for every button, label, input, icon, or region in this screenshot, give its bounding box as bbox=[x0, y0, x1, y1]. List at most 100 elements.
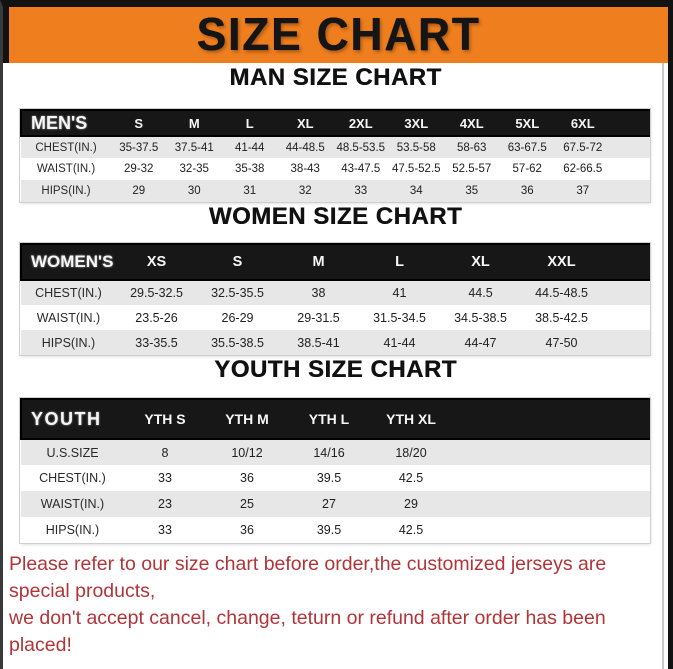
size-value: 31 bbox=[243, 185, 257, 197]
row-spacer bbox=[602, 330, 650, 355]
size-value: 35-38 bbox=[235, 163, 265, 175]
size-value: 33-35.5 bbox=[135, 335, 178, 350]
women-section-heading: WOMEN SIZE CHART bbox=[208, 203, 463, 230]
table-header-row: YOUTH YTH S YTH M YTH L YTH XL bbox=[20, 398, 650, 440]
row-spacer bbox=[452, 439, 650, 465]
youth-size-table: YOUTH YTH S YTH M YTH L YTH XL U.S.SIZE 8 10/12… bbox=[20, 398, 651, 543]
size-column-header: XL bbox=[277, 109, 333, 137]
size-value: 67.5-72 bbox=[563, 141, 603, 154]
youth-section-heading: YOUTH SIZE CHART bbox=[214, 356, 457, 383]
size-value: 42.5 bbox=[398, 471, 424, 485]
size-value: 29 bbox=[132, 185, 146, 197]
row-spacer bbox=[611, 136, 651, 158]
size-value: 44-48.5 bbox=[285, 141, 325, 154]
size-value: 39.5 bbox=[316, 471, 342, 485]
table-corner-label: MEN'S bbox=[20, 109, 111, 137]
table-corner-label: WOMEN'S bbox=[20, 243, 116, 281]
size-value: 23.5-26 bbox=[135, 310, 178, 325]
row-spacer bbox=[602, 280, 650, 305]
size-column-header: S bbox=[197, 243, 278, 281]
size-value: 26-29 bbox=[221, 310, 254, 325]
size-value: 41 bbox=[392, 286, 407, 300]
size-value: 14/16 bbox=[313, 445, 345, 460]
size-value: 29-31.5 bbox=[297, 310, 340, 325]
size-value: 35-37.5 bbox=[119, 141, 159, 154]
size-column-header: YTH M bbox=[206, 398, 288, 440]
size-value: 33 bbox=[354, 185, 368, 197]
size-value: 32.5-35.5 bbox=[211, 286, 264, 300]
row-label: CHEST(IN.) bbox=[35, 141, 97, 154]
size-value: 33 bbox=[158, 471, 172, 485]
size-value: 41-44 bbox=[235, 141, 265, 154]
table-row: WAIST(IN.) 23 25 27 29 bbox=[21, 491, 650, 517]
size-value: 34.5-38.5 bbox=[454, 310, 507, 325]
right-edge-line bbox=[662, 63, 664, 669]
size-column-header: YTH S bbox=[124, 398, 206, 440]
size-value: 25 bbox=[240, 497, 254, 511]
row-label: WAIST(IN.) bbox=[36, 163, 96, 175]
size-value: 63-67.5 bbox=[507, 141, 547, 154]
size-value: 38.5-42.5 bbox=[535, 310, 588, 325]
size-table: MEN'S S M L XL 2XL 3XL 4XL 5XL 6XL CHEST(IN.) 35-37… bbox=[20, 109, 650, 202]
women-size-table: WOMEN'S XS S M L XL XXL CHEST(IN.) 29.5-32.5 32.5… bbox=[20, 243, 651, 355]
table-row: CHEST(IN.) 35-37.5 37.5-41 41-44 44-48.5 48.5… bbox=[21, 136, 650, 158]
man-section-heading: MAN SIZE CHART bbox=[229, 64, 442, 91]
size-value: 37.5-41 bbox=[174, 141, 214, 154]
table-row: HIPS(IN.) 33 36 39.5 42.5 bbox=[21, 517, 650, 543]
table-row: WAIST(IN.) 23.5-26 26-29 29-31.5 31.5-34.5 34… bbox=[21, 305, 650, 330]
size-value: 47.5-52.5 bbox=[391, 163, 441, 175]
size-value: 36 bbox=[520, 185, 534, 197]
size-value: 29 bbox=[404, 497, 418, 511]
row-spacer bbox=[611, 180, 651, 202]
size-value: 48.5-53.5 bbox=[336, 141, 386, 154]
size-value: 29-32 bbox=[124, 163, 154, 175]
row-label: CHEST(IN.) bbox=[35, 286, 102, 300]
size-value: 32-35 bbox=[179, 163, 209, 175]
table-row: HIPS(IN.) 33-35.5 35.5-38.5 38.5-41 41-44 44-… bbox=[21, 330, 650, 355]
size-column-header: 6XL bbox=[555, 109, 611, 137]
order-notice-line-2: we don't accept cancel, change, teturn o… bbox=[9, 607, 606, 656]
table-row: HIPS(IN.) 29 30 31 32 33 34 35 36 37 bbox=[21, 180, 650, 202]
size-value: 8 bbox=[161, 445, 169, 460]
size-value: 34 bbox=[409, 185, 423, 197]
header-spacer bbox=[602, 243, 650, 281]
size-value: 30 bbox=[187, 185, 201, 197]
order-notice-line-1: Please refer to our size chart before or… bbox=[9, 553, 607, 602]
size-value: 57-62 bbox=[512, 163, 542, 175]
row-label: CHEST(IN.) bbox=[39, 471, 106, 485]
size-column-header: 5XL bbox=[499, 109, 555, 137]
size-value: 27 bbox=[322, 497, 336, 511]
size-column-header: YTH L bbox=[288, 398, 370, 440]
table-header-row: MEN'S S M L XL 2XL 3XL 4XL 5XL 6XL bbox=[20, 109, 650, 137]
row-label: U.S.SIZE bbox=[46, 445, 99, 460]
row-spacer bbox=[452, 465, 650, 491]
size-value: 18/20 bbox=[395, 445, 427, 460]
size-value: 36 bbox=[240, 471, 254, 485]
size-value: 29.5-32.5 bbox=[130, 286, 183, 300]
size-value: 32 bbox=[298, 185, 312, 197]
row-label: WAIST(IN.) bbox=[40, 497, 105, 511]
size-column-header: 2XL bbox=[333, 109, 389, 137]
size-value: 39.5 bbox=[316, 523, 342, 537]
table-corner-label: YOUTH bbox=[20, 398, 124, 440]
table-row: WAIST(IN.) 29-32 32-35 35-38 38-43 43-47.5 47.… bbox=[21, 158, 650, 180]
size-column-header: M bbox=[278, 243, 359, 281]
size-value: 58-63 bbox=[457, 141, 487, 154]
size-value: 38.5-41 bbox=[297, 335, 340, 350]
size-value: 44.5 bbox=[468, 286, 493, 300]
size-value: 41-44 bbox=[383, 335, 416, 350]
size-value: 36 bbox=[240, 523, 254, 537]
size-table: WOMEN'S XS S M L XL XXL CHEST(IN.) 29.5-32.5 32.5… bbox=[20, 243, 650, 355]
row-spacer bbox=[602, 305, 650, 330]
size-value: 35 bbox=[465, 185, 479, 197]
size-value: 42.5 bbox=[398, 523, 424, 537]
row-spacer bbox=[452, 517, 650, 543]
size-column-header: 3XL bbox=[388, 109, 444, 137]
row-label: HIPS(IN.) bbox=[41, 185, 91, 197]
size-column-header: L bbox=[222, 109, 278, 137]
row-label: HIPS(IN.) bbox=[41, 335, 96, 350]
row-spacer bbox=[611, 158, 651, 180]
size-column-header: YTH XL bbox=[370, 398, 452, 440]
row-spacer bbox=[452, 491, 650, 517]
